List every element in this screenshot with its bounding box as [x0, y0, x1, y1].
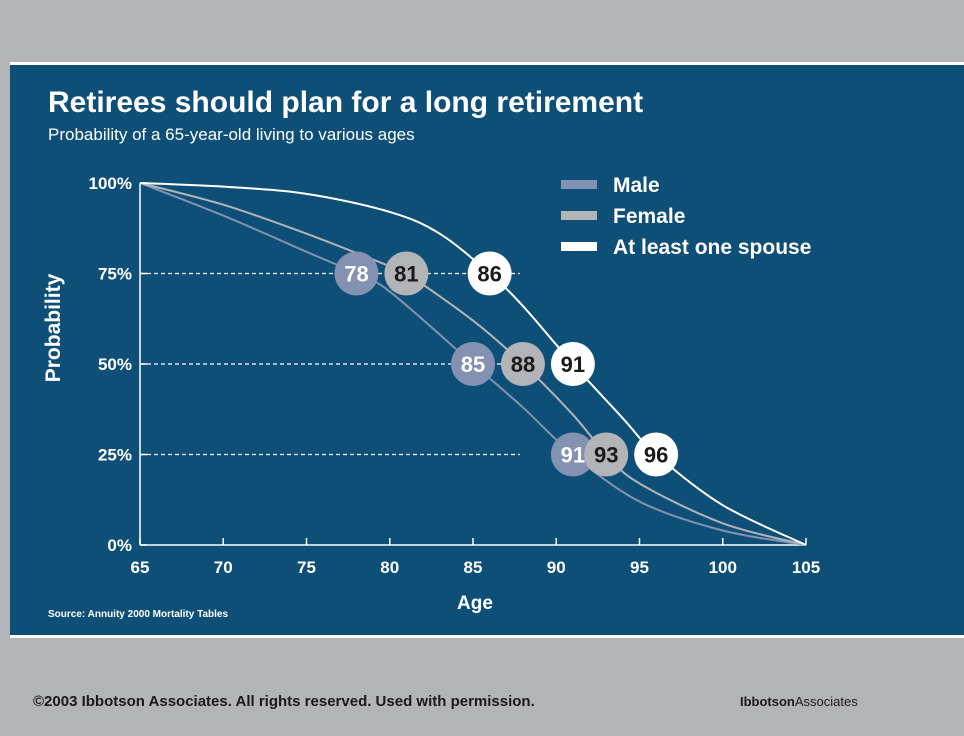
legend-swatch-at-least-one-spouse — [561, 242, 597, 251]
y-tick-label: 0% — [107, 536, 132, 555]
x-tick-label: 80 — [380, 558, 399, 577]
x-tick-label: 105 — [792, 558, 820, 577]
legend-label-at-least-one-spouse: At least one spouse — [613, 236, 811, 259]
copyright-notice: ©2003 Ibbotson Associates. All rights re… — [33, 693, 535, 710]
age-marker-at-least-one-spouse — [634, 432, 679, 477]
brand-logo-regular: Associates — [794, 694, 858, 709]
legend-label-male: Male — [613, 174, 660, 197]
age-marker-label: 88 — [511, 352, 535, 377]
age-marker-female — [584, 432, 629, 477]
age-marker-label: 81 — [394, 262, 418, 287]
x-axis-title: Age — [457, 593, 493, 614]
age-marker-male — [550, 432, 595, 477]
age-marker-male — [334, 251, 379, 296]
age-marker-label: 91 — [561, 352, 585, 377]
x-tick-label: 95 — [630, 558, 649, 577]
legend-swatch-male — [561, 180, 597, 189]
age-marker-at-least-one-spouse — [467, 251, 512, 296]
age-marker-label: 93 — [594, 443, 618, 468]
age-marker-label: 85 — [461, 352, 485, 377]
y-tick-label: 25% — [98, 446, 132, 465]
x-tick-label: 70 — [214, 558, 233, 577]
y-tick-label: 75% — [98, 265, 132, 284]
y-axis-title: Probability — [42, 273, 65, 382]
brand-logo: IbbotsonAssociates — [740, 694, 858, 709]
y-tick-label: 50% — [98, 355, 132, 374]
series-line-female — [139, 182, 807, 546]
x-tick-label: 65 — [131, 558, 150, 577]
page-subtitle: Probability of a 65-year-old living to v… — [48, 125, 415, 144]
age-marker-male — [451, 342, 495, 386]
age-marker-label: 91 — [561, 443, 585, 468]
x-tick-label: 90 — [547, 558, 566, 577]
age-marker-label: 96 — [644, 443, 668, 468]
source-note: Source: Annuity 2000 Mortality Tables — [48, 609, 229, 620]
age-marker-label: 86 — [477, 262, 501, 287]
x-tick-label: 75 — [297, 558, 316, 577]
y-tick-label: 100% — [89, 174, 132, 193]
age-marker-female — [500, 342, 545, 386]
age-marker-female — [384, 251, 429, 296]
x-tick-label: 85 — [464, 558, 483, 577]
brand-logo-bold: Ibbotson — [740, 694, 795, 709]
age-marker-at-least-one-spouse — [550, 342, 595, 386]
top-band — [0, 0, 964, 60]
legend-label-female: Female — [613, 205, 685, 228]
age-marker-label: 78 — [344, 262, 368, 287]
page-title: Retirees should plan for a long retireme… — [48, 86, 644, 119]
x-tick-label: 100 — [709, 558, 737, 577]
legend-swatch-female — [561, 211, 597, 220]
